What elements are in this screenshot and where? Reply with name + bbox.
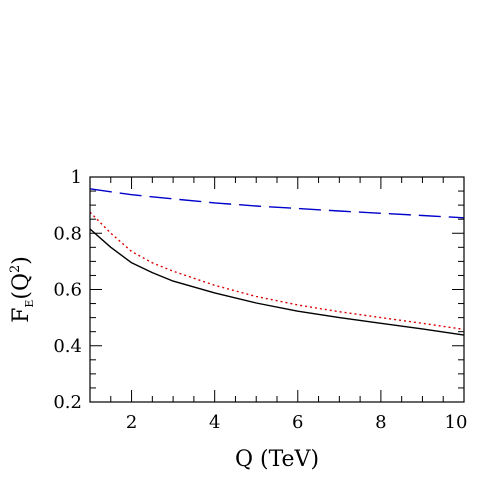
y-tick-label: 0.6 [53,280,82,301]
x-tick-label: 10 [445,412,468,433]
x-tick-label: 2 [126,412,137,433]
y-tick-label: 0.8 [53,223,82,244]
plot-frame [89,176,465,403]
y-tick-label: 0.2 [53,392,82,413]
series-line-dotted [89,211,465,331]
y-axis-label-sub: E [23,300,36,308]
x-tick-label: 8 [375,412,386,433]
series-line-solid [89,228,465,336]
y-axis-label-close: ) [9,256,34,265]
x-tick-label: 4 [209,412,220,433]
x-tick-label: 6 [292,412,303,433]
series-lines [89,188,465,336]
y-axis-label-open: (Q [9,273,34,300]
x-axis-label: Q (TeV) [235,447,319,472]
y-axis-label-sup: 2 [8,265,23,273]
y-axis-label-base: F [9,308,34,323]
y-tick-label: 1 [71,167,82,188]
tick-labels: 2 4 6 8 10 0.2 0.4 0.6 0.8 1 [53,167,467,433]
y-axis-label: FE(Q2) [8,256,36,323]
series-line-dashed [89,188,465,219]
axis-ticks [89,176,465,403]
y-tick-label: 0.4 [53,336,82,357]
